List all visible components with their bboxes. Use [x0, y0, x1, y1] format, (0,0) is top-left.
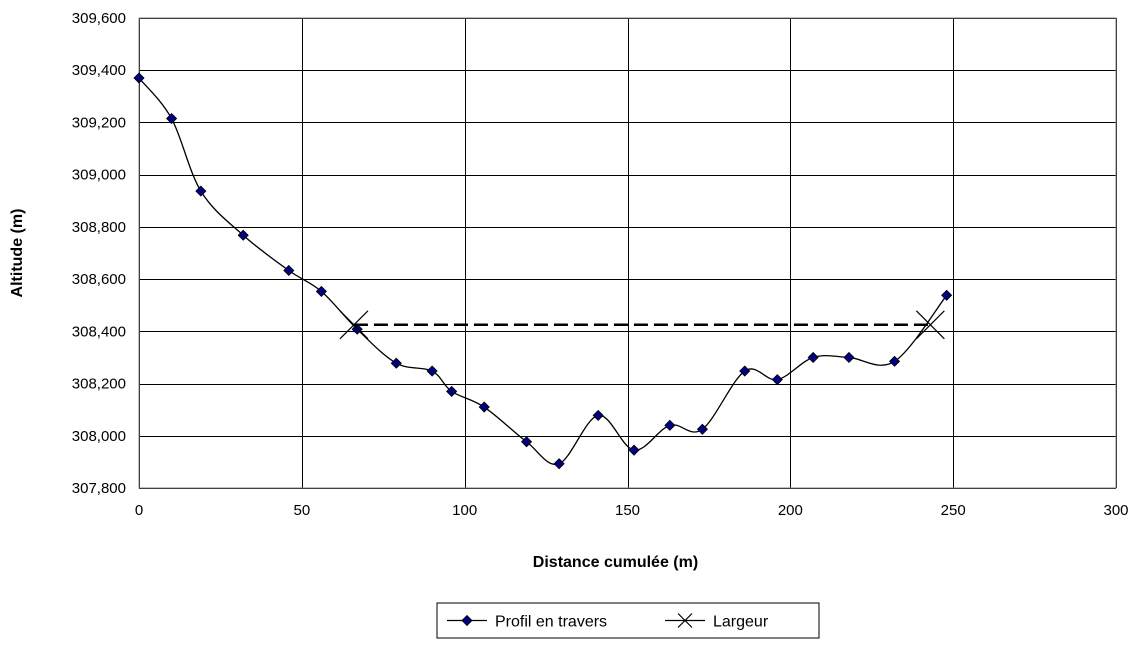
x-tick-label: 150	[615, 502, 640, 519]
series-line	[138, 77, 948, 466]
x-axis-title: Distance cumulée (m)	[533, 554, 698, 571]
legend-box	[436, 602, 820, 639]
series-largeur	[339, 310, 945, 340]
y-tick-label: 308,200	[72, 376, 126, 393]
data-point-marker	[390, 357, 402, 369]
y-tick-label: 307,800	[72, 480, 126, 497]
data-point-marker	[628, 444, 640, 456]
marker-stroke	[339, 310, 369, 340]
y-tick-label: 308,000	[72, 428, 126, 445]
legend-item-largeur: Largeur	[665, 613, 769, 631]
legend-item-profil: Profil en travers	[447, 614, 607, 631]
data-point-marker	[478, 401, 490, 413]
y-tick-label: 308,800	[72, 219, 126, 236]
x-axis-tick-labels: 0 50 100 150 200 250 300	[135, 502, 1129, 519]
data-point-marker	[315, 285, 327, 297]
data-point-marker	[166, 112, 178, 125]
y-tick-label: 309,400	[72, 62, 126, 79]
series-profil-en-travers	[133, 72, 953, 470]
y-tick-label: 308,600	[72, 271, 126, 288]
data-point-marker	[843, 351, 855, 364]
data-point-marker	[237, 229, 249, 241]
data-point-marker	[807, 351, 819, 364]
y-axis-title: Altitude (m)	[9, 209, 26, 298]
gridlines	[139, 18, 1117, 489]
x-tick-label: 100	[452, 502, 477, 519]
data-point-marker	[553, 458, 565, 470]
y-tick-label: 309,600	[72, 10, 126, 27]
y-tick-label: 309,200	[72, 114, 126, 131]
x-tick-label: 50	[293, 502, 310, 519]
data-point-marker	[351, 323, 363, 335]
data-point-marker	[696, 423, 708, 435]
data-point-marker	[339, 310, 369, 340]
legend-label: Profil en travers	[495, 614, 607, 631]
x-tick-label: 250	[941, 502, 966, 519]
y-axis-tick-labels: 307,800 308,000 308,200 308,400 308,600 308,8…	[72, 10, 126, 497]
data-point-marker	[426, 365, 438, 377]
plot-area-frame	[138, 17, 1117, 489]
data-point-marker	[283, 264, 295, 277]
data-point-marker	[195, 185, 207, 197]
data-point-marker	[739, 365, 751, 377]
data-point-marker	[592, 409, 604, 421]
data-point-marker	[915, 310, 945, 340]
series-layer	[133, 72, 953, 470]
data-point-marker	[888, 355, 901, 367]
marker-stroke	[915, 310, 945, 340]
legend-items: Profil en travers Largeur	[447, 613, 769, 631]
legend-label: Largeur	[713, 614, 769, 631]
x-tick-label: 0	[135, 502, 143, 519]
legend-marker	[677, 613, 693, 628]
x-tick-label: 300	[1103, 502, 1128, 519]
x-tick-label: 200	[778, 502, 803, 519]
y-tick-label: 309,000	[72, 167, 126, 184]
marker-stroke	[677, 613, 693, 628]
data-point-marker	[520, 436, 533, 448]
data-point-marker	[664, 419, 676, 431]
data-point-marker	[941, 289, 953, 301]
data-point-marker	[133, 72, 145, 84]
legend: Profil en travers Largeur	[436, 602, 820, 639]
data-point-marker	[461, 614, 473, 627]
data-point-marker	[771, 374, 783, 386]
data-point-marker	[446, 385, 458, 397]
y-tick-label: 308,400	[72, 323, 126, 340]
